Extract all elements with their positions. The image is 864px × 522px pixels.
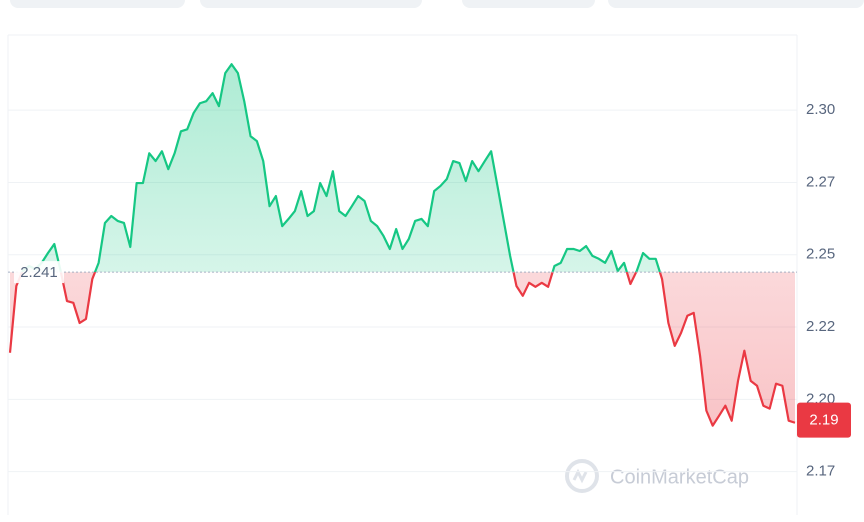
baseline-label-bg: [14, 261, 64, 284]
y-tick-label: 2.25: [806, 246, 835, 263]
tab[interactable]: [200, 0, 422, 8]
y-tick-label: 2.22: [806, 318, 835, 335]
watermark-text: CoinMarketCap: [610, 466, 749, 488]
tab[interactable]: [462, 0, 595, 8]
tab[interactable]: [608, 0, 864, 8]
price-line-down: [8, 272, 796, 427]
area-up: [10, 64, 795, 273]
watermark: [565, 459, 599, 493]
y-tick-label: 2.30: [806, 101, 835, 118]
baseline-label: 2.241: [20, 264, 58, 281]
current-price-label: 2.19: [809, 412, 838, 429]
current-price-box: [797, 402, 851, 438]
y-tick-label: 2.17: [806, 463, 835, 480]
tab[interactable]: [10, 0, 185, 8]
area-down: [10, 272, 795, 426]
price-line-up: [20, 63, 662, 273]
y-tick-label: 2.27: [806, 173, 835, 190]
